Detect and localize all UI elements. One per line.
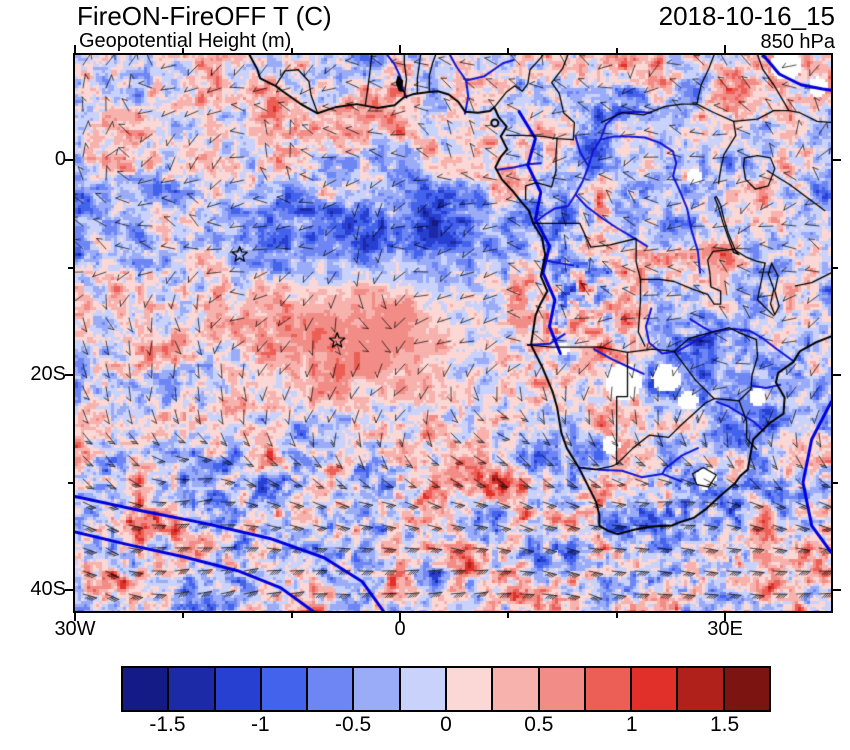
colorbar-cell — [308, 668, 355, 710]
colorbar-tick-label: -1 — [250, 713, 270, 736]
colorbar-cell — [261, 668, 309, 710]
axis-tick — [65, 589, 73, 592]
axis-tick — [182, 613, 185, 618]
pressure-level-label: 850 hPa — [760, 31, 835, 53]
axis-tick — [833, 481, 838, 484]
colorbar-cell — [169, 668, 216, 710]
colorbar-tick-label: 0 — [440, 713, 452, 736]
colorbar-cell — [215, 668, 262, 710]
x-tick-label-30e: 30E — [707, 618, 743, 640]
axis-tick — [65, 374, 73, 377]
axis-tick — [615, 613, 618, 618]
colorbar-tick-label: -0.5 — [335, 713, 372, 736]
colorbar-cell — [493, 668, 540, 710]
axis-tick — [507, 613, 510, 618]
plot-datetime: 2018-10-16_15 — [658, 1, 835, 31]
plot-title: FireON-FireOFF T (C) — [77, 1, 332, 31]
axis-tick — [74, 45, 76, 53]
axis-tick — [290, 613, 293, 618]
axis-tick — [723, 45, 726, 53]
axis-tick — [833, 374, 841, 377]
y-tick-label-0: 0 — [54, 148, 66, 170]
axis-tick — [182, 48, 185, 53]
colorbar-tick-label: 1 — [625, 713, 638, 736]
colorbar-cell — [585, 668, 633, 710]
y-tick-label-20s: 20S — [30, 363, 66, 385]
colorbar-cell — [632, 668, 679, 710]
colorbar-cell — [354, 668, 401, 710]
axis-tick — [74, 613, 76, 621]
axis-tick — [723, 613, 726, 621]
colorbar-cell — [123, 668, 170, 710]
colorbar-tick-label: 1.5 — [709, 713, 740, 736]
colorbar-cell — [400, 668, 447, 710]
x-tick-label-0: 0 — [394, 618, 406, 640]
map-frame — [65, 45, 841, 621]
axis-tick — [290, 48, 293, 53]
axis-tick — [65, 159, 73, 162]
plot-subtitle: Geopotential Height (m) — [79, 30, 292, 52]
axis-tick — [833, 589, 841, 592]
colorbar-cell — [446, 668, 494, 710]
colorbar-labels: -1.5 -1 -0.5 0 0.5 1 1.5 — [121, 713, 771, 739]
colorbar — [121, 666, 771, 712]
colorbar-cell — [724, 668, 769, 710]
axis-tick — [68, 481, 73, 484]
colorbar-tick-label: -1.5 — [149, 713, 186, 736]
axis-tick — [833, 266, 838, 269]
axis-tick — [398, 45, 401, 53]
colorbar-tick-label: 0.5 — [524, 713, 554, 736]
colorbar-cell — [539, 668, 586, 710]
axis-tick — [507, 48, 510, 53]
map-canvas — [75, 55, 831, 611]
colorbar-cell — [678, 668, 725, 710]
axis-tick — [833, 159, 841, 162]
y-tick-label-40s: 40S — [30, 578, 66, 600]
axis-tick — [68, 266, 73, 269]
axis-tick — [615, 48, 618, 53]
x-tick-label-30w: 30W — [54, 618, 96, 640]
axis-tick — [398, 613, 401, 621]
